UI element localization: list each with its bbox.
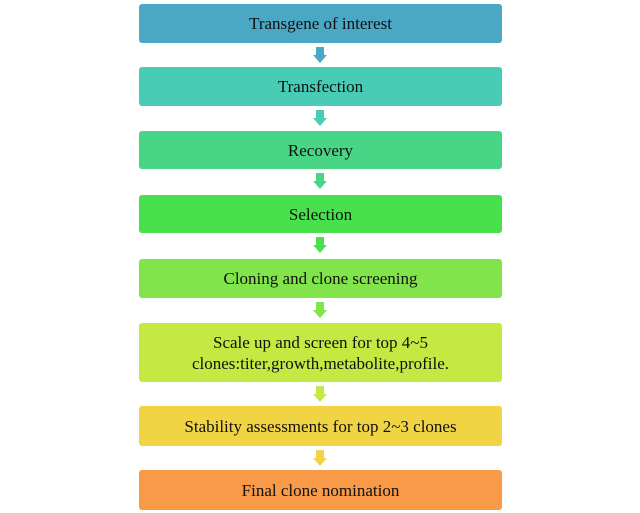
flow-step-label: Transfection [277,77,364,96]
flow-step-label: Transgene of interest [249,14,392,33]
down-arrow-icon [313,302,327,318]
flow-step-label: Scale up and screen for top 4~5 clones:t… [191,332,450,373]
down-arrow-icon [313,47,327,63]
flow-step-label: Cloning and clone screening [223,269,418,288]
flow-step: Transfection [139,67,502,106]
flow-step-label: Final clone nomination [241,480,400,500]
down-arrow-icon [313,450,327,466]
down-arrow-icon [313,237,327,253]
flow-step-label: Recovery [287,140,354,160]
flow-step: Recovery [139,131,502,169]
down-arrow-icon [313,386,327,402]
down-arrow-icon [313,173,327,189]
flow-step-label: Selection [288,204,353,224]
flow-step: Transgene of interest [139,4,502,43]
flow-step: Scale up and screen for top 4~5 clones:t… [139,323,502,382]
flow-step: Selection [139,195,502,233]
flow-step: Stability assessments for top 2~3 clones [139,406,502,446]
flow-step: Cloning and clone screening [139,259,502,298]
down-arrow-icon [313,110,327,126]
flow-step: Final clone nomination [139,470,502,510]
flow-step-label: Stability assessments for top 2~3 clones [184,416,457,436]
